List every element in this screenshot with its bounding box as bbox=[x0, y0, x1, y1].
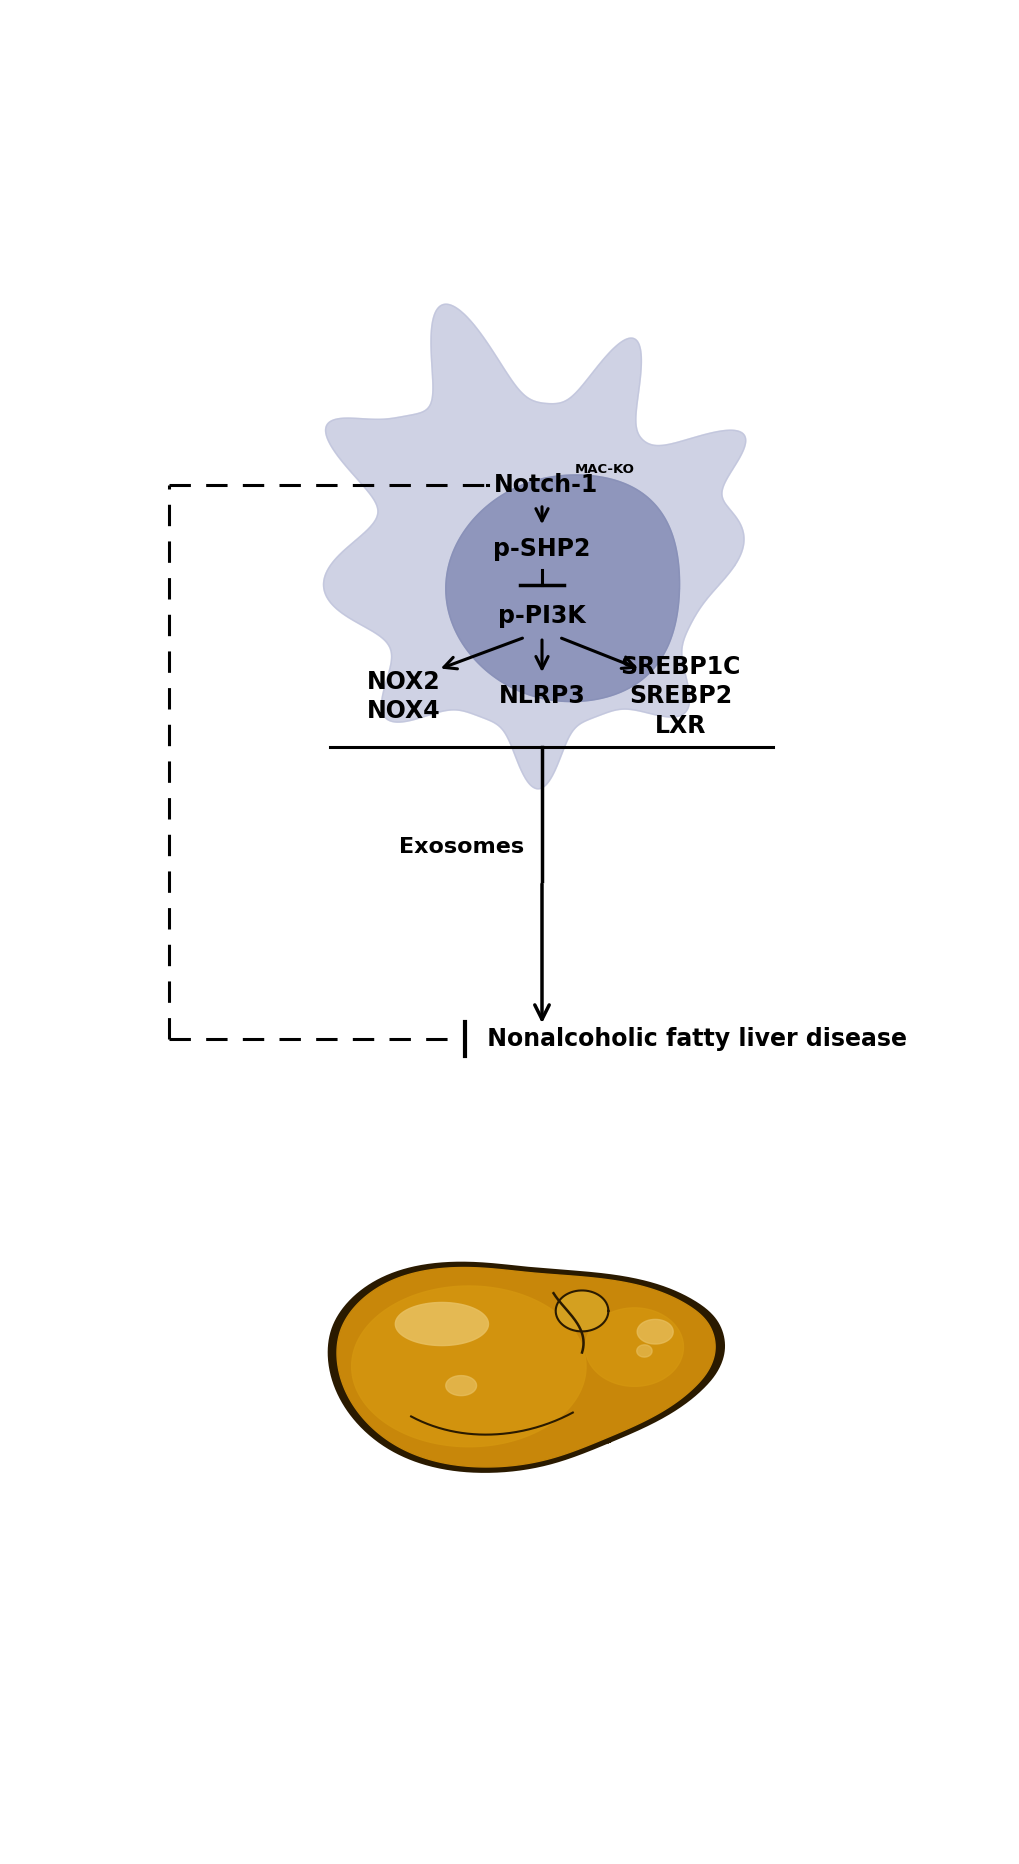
Polygon shape bbox=[445, 1376, 476, 1396]
Text: Exosomes: Exosomes bbox=[398, 837, 523, 857]
Polygon shape bbox=[329, 1264, 722, 1471]
Polygon shape bbox=[336, 1268, 714, 1467]
Text: p-PI3K: p-PI3K bbox=[497, 604, 585, 628]
Text: NOX2
NOX4: NOX2 NOX4 bbox=[366, 669, 440, 723]
Text: SREBP1C
SREBP2
LXR: SREBP1C SREBP2 LXR bbox=[620, 654, 740, 738]
Polygon shape bbox=[352, 1286, 586, 1446]
Polygon shape bbox=[395, 1303, 488, 1346]
Polygon shape bbox=[323, 304, 745, 788]
Polygon shape bbox=[637, 1320, 673, 1344]
Text: p-SHP2: p-SHP2 bbox=[493, 537, 590, 561]
Polygon shape bbox=[636, 1344, 651, 1357]
Text: Nonalcoholic fatty liver disease: Nonalcoholic fatty liver disease bbox=[478, 1027, 906, 1051]
Polygon shape bbox=[555, 1290, 607, 1331]
Text: NLRP3: NLRP3 bbox=[498, 684, 585, 708]
Polygon shape bbox=[445, 475, 679, 701]
Text: Notch-1: Notch-1 bbox=[493, 473, 597, 496]
Text: MAC-KO: MAC-KO bbox=[575, 462, 635, 475]
Polygon shape bbox=[585, 1309, 683, 1387]
